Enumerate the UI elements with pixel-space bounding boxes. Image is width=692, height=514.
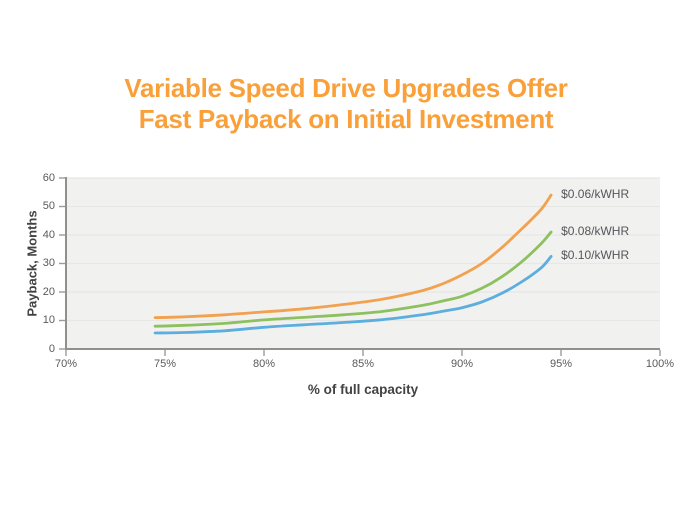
x-tick-label-85%: 85% [351, 358, 375, 370]
y-tick-label-40: 40 [42, 228, 55, 241]
y-tick-label-0: 0 [48, 342, 55, 355]
chart-title-line-2: Fast Payback on Initial Investment [138, 104, 554, 134]
series-line-008kwhr [153, 230, 553, 328]
y-tick-label-50: 50 [42, 200, 55, 212]
y-tick-label-60: 60 [42, 171, 55, 184]
series-end-label-008kwhr: $0.08/kWHR [561, 224, 630, 239]
y-tick-label-30: 30 [42, 257, 55, 269]
x-tick-label-80%: 80% [252, 358, 276, 370]
x-axis-title: % of full capacity [307, 382, 419, 397]
chart-title: Variable Speed Drive Upgrades Offer Fast… [0, 73, 692, 135]
series-end-label-006kwhr: $0.06/kWHR [561, 187, 630, 202]
x-tick-label-70%: 70% [54, 358, 78, 370]
x-tick-label-75%: 75% [153, 358, 177, 370]
y-tick-label-10: 10 [42, 314, 55, 326]
x-tick-label-90%: 90% [450, 358, 474, 370]
series-end-label-010kwhr: $0.10/kWHR [561, 248, 630, 263]
series-line-010kwhr [153, 254, 553, 335]
series-line-006kwhr [153, 193, 553, 319]
x-tick-label-95%: 95% [549, 358, 573, 370]
x-tick-label-100%: 100% [645, 358, 675, 370]
chart-title-line-1: Variable Speed Drive Upgrades Offer [124, 73, 568, 103]
y-tick-label-20: 20 [42, 285, 55, 298]
line-chart-canvas [59, 177, 661, 356]
